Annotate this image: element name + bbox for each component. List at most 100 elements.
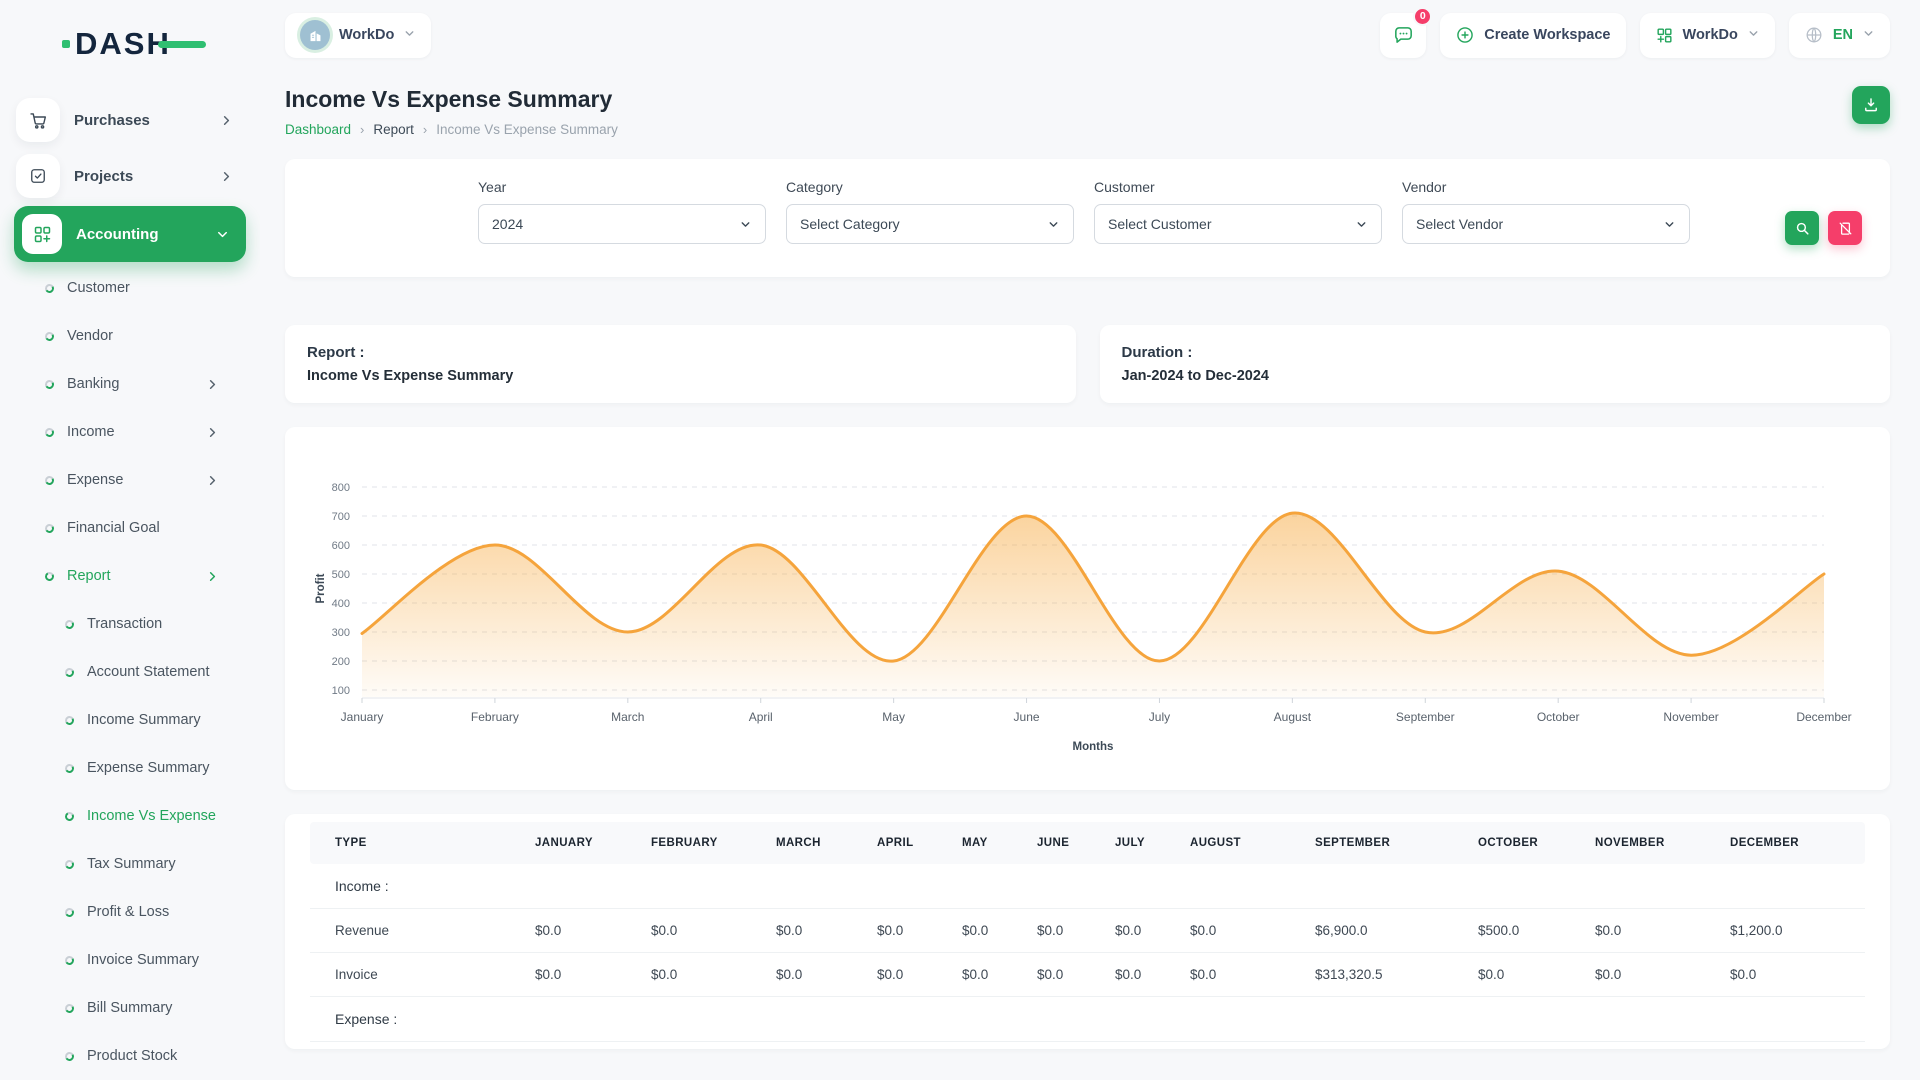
category-label: Category bbox=[786, 179, 1074, 195]
chevron-down-icon bbox=[1862, 27, 1875, 44]
svg-text:November: November bbox=[1663, 710, 1718, 724]
column-header-september: SEPTEMBER bbox=[1305, 822, 1468, 864]
report-label: Report : bbox=[307, 344, 1054, 361]
sidebar-item-tax-summary[interactable]: Tax Summary bbox=[0, 840, 260, 888]
chevron-right-icon bbox=[219, 113, 234, 128]
grid-plus-icon bbox=[1655, 26, 1674, 45]
chevron-right-icon bbox=[205, 569, 220, 584]
vendor-label: Vendor bbox=[1402, 179, 1690, 195]
chevron-right-icon bbox=[219, 169, 234, 184]
sidebar-item-financial-goal[interactable]: Financial Goal bbox=[0, 504, 260, 552]
bullet-icon bbox=[44, 282, 55, 293]
svg-text:July: July bbox=[1149, 710, 1170, 724]
sidebar-item-expense-summary[interactable]: Expense Summary bbox=[0, 744, 260, 792]
sidebar-item-customer[interactable]: Customer bbox=[0, 264, 260, 312]
sidebar-item-income-summary[interactable]: Income Summary bbox=[0, 696, 260, 744]
export-download-button[interactable] bbox=[1852, 86, 1890, 124]
category-select[interactable]: Select Category bbox=[786, 204, 1074, 244]
chevron-down-icon bbox=[1355, 218, 1368, 231]
workspace-name: WorkDo bbox=[339, 27, 394, 43]
page-title: Income Vs Expense Summary bbox=[285, 86, 618, 113]
messages-button[interactable]: 0 bbox=[1380, 13, 1426, 58]
logo-text: DASH bbox=[75, 26, 171, 62]
sidebar-item-banking[interactable]: Banking bbox=[0, 360, 260, 408]
sidebar-item-income-vs-expense[interactable]: Income Vs Expense bbox=[0, 792, 260, 840]
svg-text:October: October bbox=[1537, 710, 1580, 724]
svg-text:June: June bbox=[1014, 710, 1040, 724]
svg-text:600: 600 bbox=[332, 540, 350, 552]
sidebar-item-projects[interactable]: Projects bbox=[0, 148, 260, 204]
sidebar-menu: Purchases Projects Accounting Customer V… bbox=[0, 92, 260, 1080]
customer-select[interactable]: Select Customer bbox=[1094, 204, 1382, 244]
svg-text:April: April bbox=[749, 710, 773, 724]
sidebar-item-transaction[interactable]: Transaction bbox=[0, 600, 260, 648]
language-selector[interactable]: EN bbox=[1789, 13, 1890, 58]
bullet-icon bbox=[64, 714, 75, 725]
table-row-revenue: Revenue$0.0$0.0$0.0$0.0$0.0$0.0$0.0$0.0$… bbox=[310, 909, 1865, 953]
bullet-icon bbox=[44, 522, 55, 533]
workspace-avatar bbox=[300, 20, 330, 50]
bullet-icon bbox=[44, 330, 55, 341]
bullet-icon bbox=[64, 954, 75, 965]
bullet-icon bbox=[44, 474, 55, 485]
sidebar-item-vendor[interactable]: Vendor bbox=[0, 312, 260, 360]
chevron-down-icon bbox=[739, 218, 752, 231]
breadcrumb-dashboard[interactable]: Dashboard bbox=[285, 122, 351, 137]
report-info-card: Report : Income Vs Expense Summary bbox=[285, 325, 1076, 403]
search-icon bbox=[1794, 220, 1811, 237]
sidebar-item-invoice-summary[interactable]: Invoice Summary bbox=[0, 936, 260, 984]
grid-plus-icon bbox=[22, 214, 62, 254]
svg-text:January: January bbox=[341, 710, 384, 724]
bullet-icon bbox=[44, 378, 55, 389]
info-cards: Report : Income Vs Expense Summary Durat… bbox=[285, 325, 1890, 403]
sidebar-item-income[interactable]: Income bbox=[0, 408, 260, 456]
sidebar-item-account-statement[interactable]: Account Statement bbox=[0, 648, 260, 696]
table-row-invoice: Invoice$0.0$0.0$0.0$0.0$0.0$0.0$0.0$0.0$… bbox=[310, 953, 1865, 997]
sidebar-item-expense[interactable]: Expense bbox=[0, 456, 260, 504]
column-header-january: JANUARY bbox=[525, 822, 641, 864]
sidebar-item-profit-loss[interactable]: Profit & Loss bbox=[0, 888, 260, 936]
breadcrumb: Dashboard › Report › Income Vs Expense S… bbox=[285, 122, 618, 137]
chevron-right-icon bbox=[205, 377, 220, 392]
apply-filter-button[interactable] bbox=[1785, 211, 1819, 245]
bullet-icon bbox=[64, 618, 75, 629]
workspace-selector[interactable]: WorkDo bbox=[285, 13, 431, 58]
svg-text:800: 800 bbox=[332, 482, 350, 494]
vendor-select[interactable]: Select Vendor bbox=[1402, 204, 1690, 244]
bullet-icon bbox=[64, 666, 75, 677]
column-header-november: NOVEMBER bbox=[1585, 822, 1720, 864]
svg-text:200: 200 bbox=[332, 656, 350, 668]
svg-text:September: September bbox=[1396, 710, 1455, 724]
svg-text:500: 500 bbox=[332, 569, 350, 581]
bullet-icon bbox=[64, 906, 75, 917]
app-logo[interactable]: DASH bbox=[62, 24, 260, 64]
bullet-icon bbox=[44, 426, 55, 437]
summary-table: TYPEJANUARYFEBRUARYMARCHAPRILMAYJUNEJULY… bbox=[310, 822, 1865, 1042]
chart-card: 800700600500400300200100JanuaryFebruaryM… bbox=[285, 427, 1890, 790]
duration-label: Duration : bbox=[1122, 344, 1869, 361]
chevron-down-icon bbox=[1747, 27, 1760, 44]
svg-text:February: February bbox=[471, 710, 519, 724]
sidebar-item-report[interactable]: Report bbox=[0, 552, 260, 600]
chat-bubble-icon bbox=[1392, 24, 1415, 47]
svg-text:May: May bbox=[882, 710, 905, 724]
reset-filter-button[interactable] bbox=[1828, 211, 1862, 245]
bullet-icon bbox=[64, 1002, 75, 1013]
column-header-june: JUNE bbox=[1027, 822, 1105, 864]
breadcrumb-report[interactable]: Report bbox=[373, 122, 414, 137]
year-select[interactable]: 2024 bbox=[478, 204, 766, 244]
chevron-down-icon bbox=[1047, 218, 1060, 231]
sidebar-item-product-stock[interactable]: Product Stock bbox=[0, 1032, 260, 1080]
sidebar-item-purchases[interactable]: Purchases bbox=[0, 92, 260, 148]
column-header-december: DECEMBER bbox=[1720, 822, 1865, 864]
sidebar: DASH Purchases Projects Accounting Custo… bbox=[0, 0, 260, 1080]
workdo-app-menu[interactable]: WorkDo bbox=[1640, 13, 1775, 58]
table-section-expense: Expense : bbox=[310, 997, 1865, 1042]
sidebar-item-accounting[interactable]: Accounting bbox=[14, 206, 246, 262]
create-workspace-button[interactable]: Create Workspace bbox=[1440, 13, 1625, 58]
main-area: WorkDo 0 Create Workspace WorkDo bbox=[260, 0, 1920, 1080]
svg-text:December: December bbox=[1796, 710, 1851, 724]
bullet-icon bbox=[64, 1050, 75, 1061]
sidebar-item-bill-summary[interactable]: Bill Summary bbox=[0, 984, 260, 1032]
svg-text:100: 100 bbox=[332, 685, 350, 697]
